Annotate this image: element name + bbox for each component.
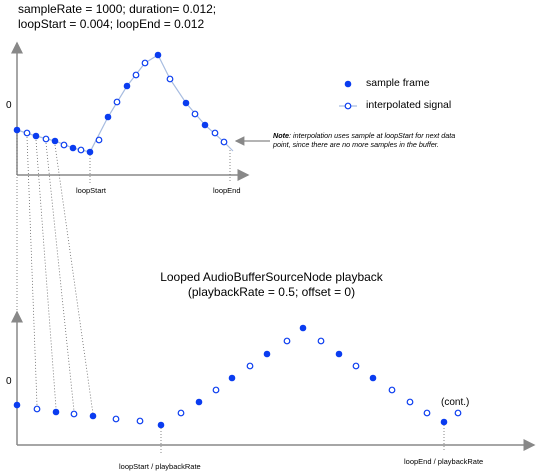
sample-frame [195, 398, 203, 406]
note-bold: Note [273, 131, 289, 140]
interpolation-note: Note: interpolation uses sample at loopS… [273, 131, 473, 149]
interpolated-point [388, 386, 396, 394]
bottom-title: Looped AudioBufferSourceNode playback (p… [0, 270, 543, 300]
interpolated-point [141, 59, 149, 67]
interpolated-point [136, 417, 144, 425]
top-loopend-label: loopEnd [213, 186, 241, 195]
mapping-lines [16, 135, 94, 415]
sample-frame [51, 137, 59, 145]
top-sample-frames [13, 51, 209, 156]
legend-sample-frame-label: sample frame [366, 77, 430, 89]
sample-frame [182, 99, 190, 107]
sample-frame [201, 121, 209, 129]
top-signal-line [16, 54, 234, 153]
parameters-header: sampleRate = 1000; duration= 0.012; loop… [18, 2, 216, 32]
sample-frame [69, 144, 77, 152]
interpolated-point [454, 409, 462, 417]
interpolated-point [352, 362, 360, 370]
note-text: : interpolation uses sample at loopStart… [273, 131, 456, 149]
interpolated-point [212, 386, 220, 394]
sample-frame [369, 374, 377, 382]
interpolated-point [317, 337, 325, 345]
bottom-sample-frames [13, 324, 448, 429]
interpolated-point [33, 405, 41, 413]
sample-frame [228, 374, 236, 382]
bottom-zero-label: 0 [6, 376, 12, 387]
sample-frame [32, 132, 40, 140]
sample-frame [123, 82, 131, 90]
legend-interpolated-marker [344, 102, 352, 110]
header-line-2: loopStart = 0.004; loopEnd = 0.012 [18, 17, 205, 31]
sample-frame [13, 401, 21, 409]
interpolated-point [220, 138, 228, 146]
interpolated-point [191, 110, 199, 118]
interpolated-point [211, 129, 219, 137]
cont-label: (cont.) [441, 397, 470, 408]
top-interpolated-points [23, 59, 228, 154]
interpolated-point [113, 98, 121, 106]
mapping-line [54, 144, 94, 415]
legend-interpolated-label: interpolated signal [366, 99, 452, 111]
interpolated-point [60, 141, 68, 149]
bottom-interpolated-points [33, 337, 462, 425]
sample-frame [86, 148, 94, 156]
sample-frame [335, 350, 343, 358]
top-zero-label: 0 [6, 100, 12, 111]
sample-frame [157, 421, 165, 429]
interpolated-point [42, 135, 50, 143]
interpolated-point [132, 71, 140, 79]
interpolated-point [95, 136, 103, 144]
sample-frame [52, 408, 60, 416]
sample-frame [299, 324, 307, 332]
sample-frame [263, 350, 271, 358]
interpolated-point [23, 129, 31, 137]
interpolated-point [423, 409, 431, 417]
sample-frame [440, 418, 448, 426]
interpolated-point [177, 409, 185, 417]
interpolated-point [70, 410, 78, 418]
interpolated-point [112, 415, 120, 423]
interpolated-point [77, 146, 85, 154]
sample-frame [104, 113, 112, 121]
interpolated-point [246, 362, 254, 370]
bottom-loopstart-label: loopStart / playbackRate [119, 462, 201, 471]
sample-frame [154, 51, 162, 59]
header-line-1: sampleRate = 1000; duration= 0.012; [18, 2, 217, 16]
bottom-loopend-label: loopEnd / playbackRate [404, 457, 484, 466]
legend-sample-frame-marker [344, 80, 352, 88]
bottom-title-line-2: (playbackRate = 0.5; offset = 0) [187, 285, 356, 299]
interpolated-point [283, 337, 291, 345]
interpolated-point [406, 398, 414, 406]
interpolated-point [166, 75, 174, 83]
bottom-title-line-1: Looped AudioBufferSourceNode playback [160, 270, 383, 284]
sample-frame [89, 412, 97, 420]
sample-frame [13, 126, 21, 134]
top-loopstart-label: loopStart [76, 186, 107, 195]
